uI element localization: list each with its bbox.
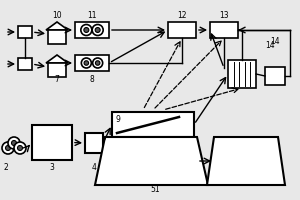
Circle shape	[11, 140, 16, 146]
Bar	[168, 22, 196, 38]
Circle shape	[84, 61, 88, 65]
Bar	[18, 58, 32, 70]
Circle shape	[2, 142, 14, 154]
Text: 13: 13	[219, 11, 229, 21]
Bar	[32, 125, 72, 160]
Circle shape	[84, 28, 89, 32]
Text: 14: 14	[265, 40, 275, 49]
Bar	[228, 60, 256, 88]
Circle shape	[81, 24, 92, 36]
Bar	[48, 63, 66, 77]
Circle shape	[17, 146, 22, 150]
Bar	[265, 67, 285, 85]
Polygon shape	[46, 55, 68, 63]
Text: 9: 9	[116, 116, 120, 124]
Polygon shape	[95, 137, 208, 185]
Bar	[112, 112, 194, 137]
Text: 51: 51	[150, 186, 160, 194]
Circle shape	[8, 137, 20, 149]
Text: 10: 10	[52, 11, 62, 21]
Text: 3: 3	[50, 164, 54, 172]
Bar	[210, 22, 238, 38]
Text: 14: 14	[270, 38, 280, 46]
Bar	[75, 22, 109, 38]
Circle shape	[81, 58, 91, 68]
Text: 7: 7	[55, 75, 59, 84]
Circle shape	[92, 24, 103, 36]
Text: 8: 8	[90, 75, 94, 84]
Circle shape	[95, 61, 100, 65]
Bar	[75, 55, 109, 71]
Text: 4: 4	[92, 164, 96, 172]
Circle shape	[5, 146, 10, 150]
Circle shape	[14, 142, 26, 154]
Bar	[85, 133, 103, 153]
Bar	[48, 30, 66, 44]
Polygon shape	[207, 137, 285, 185]
Text: 11: 11	[87, 11, 97, 21]
Circle shape	[95, 28, 100, 32]
Polygon shape	[46, 22, 68, 30]
Text: 12: 12	[177, 11, 187, 21]
Bar	[18, 26, 32, 38]
Text: 2: 2	[4, 164, 8, 172]
Circle shape	[93, 58, 103, 68]
